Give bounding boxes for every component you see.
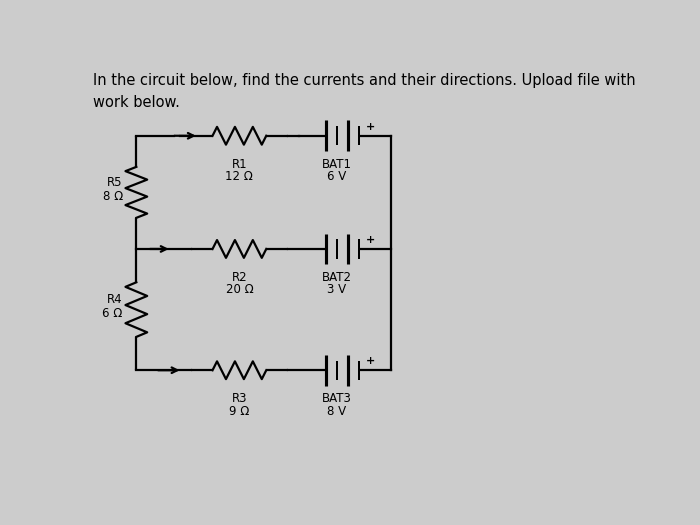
- Text: 9 Ω: 9 Ω: [229, 405, 250, 417]
- Text: +: +: [366, 235, 375, 245]
- Text: 12 Ω: 12 Ω: [225, 170, 253, 183]
- Text: work below.: work below.: [93, 96, 180, 110]
- Text: R4: R4: [107, 293, 122, 306]
- Text: 3 V: 3 V: [328, 284, 346, 296]
- Text: +: +: [366, 356, 375, 366]
- Text: 6 V: 6 V: [328, 170, 346, 183]
- Text: 20 Ω: 20 Ω: [225, 284, 253, 296]
- Text: R1: R1: [232, 158, 247, 171]
- Text: R3: R3: [232, 393, 247, 405]
- Text: BAT2: BAT2: [322, 271, 352, 284]
- Text: BAT3: BAT3: [322, 393, 352, 405]
- Text: R5: R5: [107, 176, 122, 189]
- Text: R2: R2: [232, 271, 247, 284]
- Text: 6 Ω: 6 Ω: [102, 307, 122, 320]
- Text: 8 Ω: 8 Ω: [102, 190, 122, 203]
- Text: BAT1: BAT1: [322, 158, 352, 171]
- Text: +: +: [366, 122, 375, 132]
- Text: In the circuit below, find the currents and their directions. Upload file with: In the circuit below, find the currents …: [93, 73, 636, 88]
- Text: 8 V: 8 V: [328, 405, 346, 417]
